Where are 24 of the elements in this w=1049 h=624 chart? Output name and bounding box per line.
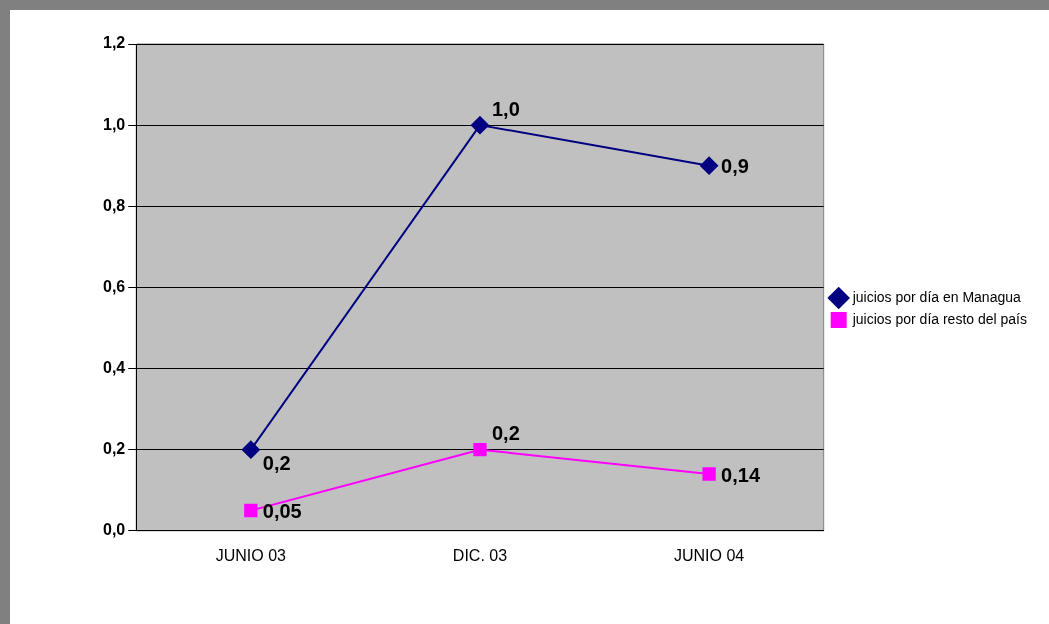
legend-label: juicios por día resto del país [851, 310, 1028, 327]
x-tick-label: JUNIO 03 [215, 546, 287, 564]
y-tick-label: 1,2 [102, 34, 126, 52]
y-tick-label: 0,6 [102, 277, 126, 295]
y-tick-label: 0,0 [102, 521, 126, 539]
data-label: 0,2 [262, 452, 291, 475]
data-label: 0,05 [262, 500, 302, 523]
point [700, 156, 719, 175]
point [702, 467, 716, 481]
y-tick-label: 1,0 [102, 115, 126, 133]
data-label: 0,2 [491, 422, 520, 445]
data-label: 0,9 [721, 155, 749, 178]
point [241, 440, 260, 459]
data-label: 0,14 [721, 463, 761, 486]
legend-label: juicios por día en Managua [851, 288, 1022, 305]
point [470, 116, 489, 135]
y-tick-label: 0,4 [102, 358, 126, 376]
y-tick-label: 0,8 [102, 196, 126, 214]
x-tick-label: DIC. 03 [452, 546, 508, 564]
point [473, 443, 487, 457]
x-tick-label: JUNIO 04 [673, 546, 745, 564]
point [244, 503, 258, 518]
y-tick-label: 0,2 [102, 440, 126, 458]
data-label: 1,0 [491, 97, 520, 120]
